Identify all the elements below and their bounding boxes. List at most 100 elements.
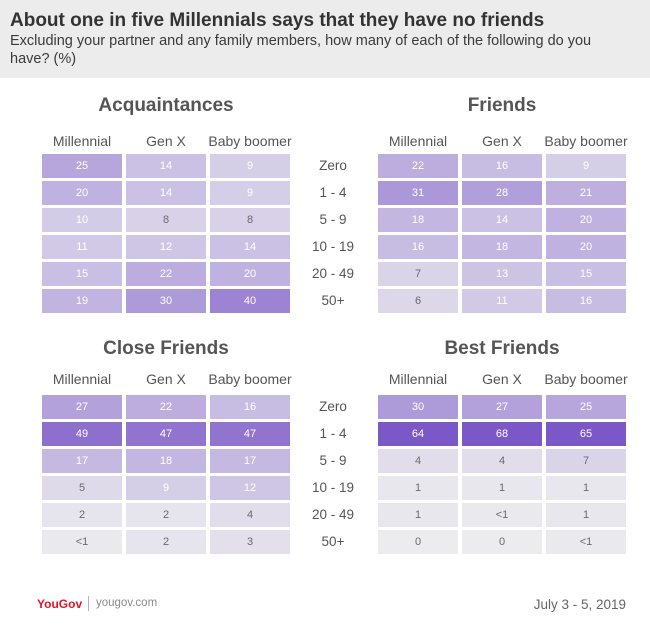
heatmap-cell: 65 bbox=[546, 422, 626, 446]
heatmap-cell: 20 bbox=[546, 208, 626, 232]
heatmap-cell: 11 bbox=[42, 235, 122, 259]
heatmap-cell: 16 bbox=[210, 395, 290, 419]
column-header-gen-x: Gen X bbox=[146, 133, 186, 149]
heatmap-cell: 18 bbox=[126, 449, 206, 473]
heatmap-cell: 49 bbox=[42, 422, 122, 446]
heatmap-cell: <1 bbox=[546, 530, 626, 554]
heatmap-cell: 22 bbox=[126, 395, 206, 419]
row-label-1-4: 1 - 4 bbox=[319, 185, 347, 200]
column-header-gen-x: Gen X bbox=[146, 371, 186, 387]
row-label-10-19: 10 - 19 bbox=[311, 239, 355, 254]
row-label-5-9: 5 - 9 bbox=[319, 453, 347, 468]
heatmap-cell: 18 bbox=[378, 208, 458, 232]
heatmap-cell: 8 bbox=[126, 208, 206, 232]
heatmap-cell: 4 bbox=[462, 449, 542, 473]
yougov-logo: YouGov bbox=[37, 597, 83, 611]
panel-title-best-friends: Best Friends bbox=[444, 338, 560, 359]
column-header-millennial: Millennial bbox=[52, 133, 112, 149]
row-label-50: 50+ bbox=[321, 293, 345, 308]
heatmap-cell: 17 bbox=[210, 449, 290, 473]
panel-title-close-friends: Close Friends bbox=[103, 338, 229, 359]
heatmap-cell: 30 bbox=[378, 395, 458, 419]
row-label-20-49: 20 - 49 bbox=[311, 507, 355, 522]
heatmap-cell: 47 bbox=[210, 422, 290, 446]
heatmap-cell: 3 bbox=[210, 530, 290, 554]
heatmap-cell: 1 bbox=[462, 476, 542, 500]
heatmap-cell: 10 bbox=[42, 208, 122, 232]
heatmap-cell: 20 bbox=[42, 181, 122, 205]
heatmap-cell: 14 bbox=[462, 208, 542, 232]
heatmap-cell: 9 bbox=[546, 154, 626, 178]
heatmap-cell: 15 bbox=[546, 262, 626, 286]
column-header-gen-x: Gen X bbox=[482, 133, 522, 149]
heatmap-cell: 1 bbox=[546, 476, 626, 500]
heatmap-cell: 14 bbox=[126, 181, 206, 205]
heatmap-cell: 4 bbox=[210, 503, 290, 527]
header-band: About one in five Millennials says that … bbox=[0, 0, 650, 78]
row-label-50: 50+ bbox=[321, 534, 345, 549]
chart-subtitle: Excluding your partner and any family me… bbox=[10, 33, 592, 67]
column-header-millennial: Millennial bbox=[388, 371, 448, 387]
heatmap-cell: 22 bbox=[126, 262, 206, 286]
heatmap-cell: 13 bbox=[462, 262, 542, 286]
heatmap-cell: 17 bbox=[42, 449, 122, 473]
heatmap-cell: <1 bbox=[42, 530, 122, 554]
heatmap-cell: <1 bbox=[462, 503, 542, 527]
heatmap-cell: 1 bbox=[546, 503, 626, 527]
chart-title: About one in five Millennials says that … bbox=[10, 10, 545, 31]
heatmap-cell: 15 bbox=[42, 262, 122, 286]
column-header-millennial: Millennial bbox=[52, 371, 112, 387]
row-label-zero: Zero bbox=[319, 158, 347, 173]
footer-divider bbox=[88, 596, 89, 611]
heatmap-cell: 68 bbox=[462, 422, 542, 446]
heatmap-cell: 1 bbox=[378, 476, 458, 500]
heatmap-cell: 21 bbox=[546, 181, 626, 205]
heatmap-cell: 22 bbox=[378, 154, 458, 178]
heatmap-cell: 16 bbox=[462, 154, 542, 178]
heatmap-cell: 0 bbox=[378, 530, 458, 554]
heatmap-cell: 2 bbox=[126, 530, 206, 554]
footer-url: yougov.com bbox=[96, 597, 158, 609]
heatmap-cell: 64 bbox=[378, 422, 458, 446]
heatmap-cell: 31 bbox=[378, 181, 458, 205]
heatmap-cell: 2 bbox=[126, 503, 206, 527]
panel-title-acquaintances: Acquaintances bbox=[98, 95, 234, 116]
row-label-1-4: 1 - 4 bbox=[319, 426, 347, 441]
heatmap-cell: 11 bbox=[462, 289, 542, 313]
heatmap-cell: 25 bbox=[546, 395, 626, 419]
heatmap-cell: 8 bbox=[210, 208, 290, 232]
heatmap-cell: 12 bbox=[210, 476, 290, 500]
heatmap-cell: 27 bbox=[462, 395, 542, 419]
heatmap-cell: 7 bbox=[546, 449, 626, 473]
heatmap-cell: 27 bbox=[42, 395, 122, 419]
heatmap-cell: 14 bbox=[210, 235, 290, 259]
heatmap-cell: 16 bbox=[546, 289, 626, 313]
panel-title-friends: Friends bbox=[467, 95, 537, 116]
column-header-baby-boomer: Baby boomer bbox=[544, 371, 628, 387]
heatmap-cell: 14 bbox=[126, 154, 206, 178]
heatmap-cell: 28 bbox=[462, 181, 542, 205]
column-header-gen-x: Gen X bbox=[482, 371, 522, 387]
heatmap-cell: 20 bbox=[210, 262, 290, 286]
column-header-baby-boomer: Baby boomer bbox=[208, 371, 292, 387]
survey-date: July 3 - 5, 2019 bbox=[533, 597, 626, 612]
heatmap-cell: 47 bbox=[126, 422, 206, 446]
row-label-5-9: 5 - 9 bbox=[319, 212, 347, 227]
heatmap-cell: 2 bbox=[42, 503, 122, 527]
heatmap-cell: 6 bbox=[378, 289, 458, 313]
heatmap-cell: 16 bbox=[378, 235, 458, 259]
heatmap-cell: 5 bbox=[42, 476, 122, 500]
heatmap-cell: 7 bbox=[378, 262, 458, 286]
heatmap-cell: 19 bbox=[42, 289, 122, 313]
heatmap-cell: 25 bbox=[42, 154, 122, 178]
column-header-millennial: Millennial bbox=[388, 133, 448, 149]
column-header-baby-boomer: Baby boomer bbox=[544, 133, 628, 149]
heatmap-cell: 9 bbox=[210, 154, 290, 178]
heatmap-cell: 40 bbox=[210, 289, 290, 313]
heatmap-cell: 9 bbox=[210, 181, 290, 205]
heatmap-cell: 12 bbox=[126, 235, 206, 259]
heatmap-cell: 0 bbox=[462, 530, 542, 554]
heatmap-cell: 30 bbox=[126, 289, 206, 313]
heatmap-cell: 9 bbox=[126, 476, 206, 500]
row-label-10-19: 10 - 19 bbox=[311, 480, 355, 495]
